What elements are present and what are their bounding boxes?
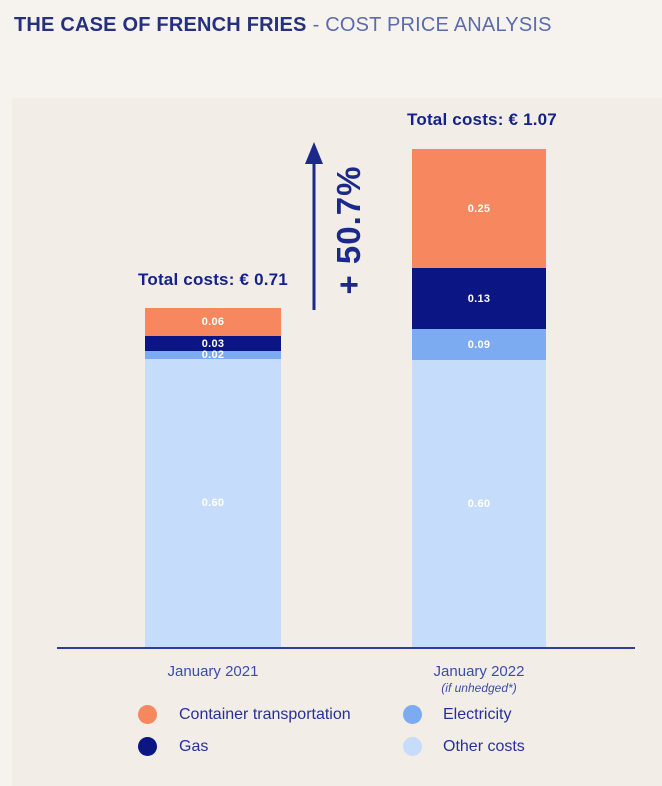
bar-2021-gas: 0.03 [145, 336, 281, 351]
x-axis-line [57, 647, 635, 649]
legend-dot-electricity [403, 705, 422, 724]
bar-2022-gas: 0.13 [412, 268, 546, 329]
bar-2022-container-transportation-value: 0.25 [467, 202, 491, 215]
x-axis-label-2022: January 2022 [433, 663, 525, 680]
legend-label-container-transportation: Container transportation [179, 705, 351, 723]
x-axis-note-unhedged: (if unhedged*) [441, 681, 517, 695]
legend-label-other-costs: Other costs [443, 737, 525, 755]
bar-2022-container-transportation: 0.25 [412, 149, 546, 268]
bar-2021-container-transportation-value: 0.06 [201, 316, 225, 328]
bar-2021-container-transportation: 0.06 [145, 308, 281, 336]
increase-arrow-icon [305, 142, 323, 310]
bar-2021-other-costs-value: 0.60 [201, 497, 225, 509]
bar-2022-other-costs-value: 0.60 [467, 497, 491, 510]
bar-2022-electricity-value: 0.09 [467, 338, 491, 351]
chart-panel [12, 98, 662, 786]
x-axis-label-2021: January 2021 [167, 663, 259, 680]
percent-change-label: + 50.7% [330, 165, 367, 295]
total-costs-label-2021: Total costs: € 0.71 [138, 270, 288, 289]
page-title-subtitle: - COST PRICE ANALYSIS [312, 14, 552, 36]
bar-2022-gas-value: 0.13 [467, 292, 491, 305]
total-costs-label-2022: Total costs: € 1.07 [407, 110, 557, 129]
legend-label-gas: Gas [179, 737, 209, 755]
bar-2021-electricity-value: 0.02 [201, 349, 225, 361]
legend-item-other-costs: Other costs [403, 737, 525, 756]
page-title-main: THE CASE OF FRENCH FRIES [14, 14, 307, 36]
bar-2022-other-costs: 0.60 [412, 360, 546, 647]
legend-dot-gas [138, 737, 157, 756]
legend-item-container-transportation: Container transportation [138, 705, 351, 724]
bar-2021-electricity: 0.02 [145, 349, 281, 361]
legend-item-gas: Gas [138, 737, 208, 756]
page-title: THE CASE OF FRENCH FRIES - COST PRICE ANA… [14, 14, 552, 37]
legend-dot-other-costs [403, 737, 422, 756]
legend-label-electricity: Electricity [443, 705, 512, 723]
legend-item-electricity: Electricity [403, 705, 511, 724]
legend-dot-container-transportation [138, 705, 157, 724]
bar-2022-electricity: 0.09 [412, 329, 546, 360]
bar-2021-other-costs: 0.60 [145, 359, 281, 647]
bar-2021-gas-value: 0.03 [201, 337, 225, 350]
